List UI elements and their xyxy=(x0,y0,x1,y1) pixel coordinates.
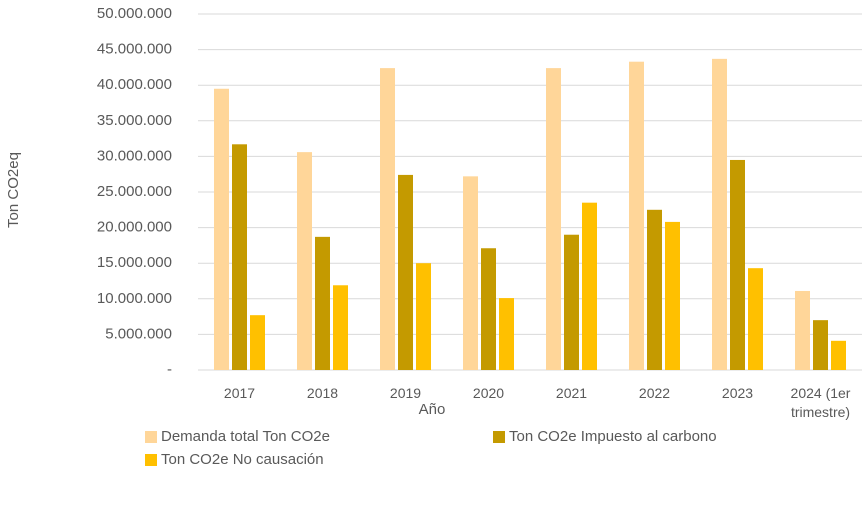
y-axis-title: Ton CO2eq xyxy=(5,152,22,228)
x-tick-label: 2019 xyxy=(389,385,422,401)
y-tick-label: 50.000.000 xyxy=(97,5,172,22)
bar xyxy=(214,88,229,370)
x-tick-label: 2024 (1er trimestre) xyxy=(790,385,851,420)
x-tick-label: 2018 xyxy=(306,385,339,401)
bar xyxy=(813,320,828,370)
legend-label: Ton CO2e Impuesto al carbono xyxy=(509,428,717,445)
y-tick-label: 40.000.000 xyxy=(97,76,172,93)
bar xyxy=(398,174,413,370)
bar xyxy=(564,234,579,370)
y-tick-label: - xyxy=(167,361,172,378)
bar xyxy=(416,263,431,370)
bar xyxy=(546,68,561,370)
x-tick-label: 2023 xyxy=(721,385,754,401)
bar xyxy=(250,315,265,370)
legend-label: Demanda total Ton CO2e xyxy=(161,428,330,445)
legend-swatch xyxy=(493,431,505,443)
y-tick-label: 30.000.000 xyxy=(97,147,172,164)
x-tick-label: 2021 xyxy=(555,385,588,401)
bar xyxy=(333,285,348,370)
legend-swatch xyxy=(145,454,157,466)
x-tick-label: 2022 xyxy=(638,385,671,401)
y-tick-label: 45.000.000 xyxy=(97,41,172,58)
bar xyxy=(315,236,330,370)
bar xyxy=(730,159,745,370)
bar xyxy=(232,144,247,370)
bar xyxy=(748,268,763,370)
bar xyxy=(499,298,514,370)
y-tick-label: 35.000.000 xyxy=(97,112,172,129)
bar xyxy=(795,290,810,370)
y-tick-label: 10.000.000 xyxy=(97,290,172,307)
bar xyxy=(481,248,496,370)
bar xyxy=(665,221,680,370)
legend-label: Ton CO2e No causación xyxy=(161,451,324,468)
bar xyxy=(831,340,846,370)
y-tick-label: 20.000.000 xyxy=(97,219,172,236)
bar xyxy=(647,209,662,370)
bar xyxy=(629,61,644,370)
y-tick-label: 5.000.000 xyxy=(105,325,172,342)
bar xyxy=(712,58,727,371)
x-tick-label: 2020 xyxy=(472,385,505,401)
bar xyxy=(380,68,395,370)
x-tick-label: 2017 xyxy=(223,385,256,401)
legend-swatch xyxy=(145,431,157,443)
x-axis-title: Año xyxy=(419,401,446,418)
bar xyxy=(582,202,597,370)
bar xyxy=(463,176,478,370)
bar xyxy=(297,152,312,370)
y-tick-label: 15.000.000 xyxy=(97,254,172,271)
y-tick-label: 25.000.000 xyxy=(97,183,172,200)
